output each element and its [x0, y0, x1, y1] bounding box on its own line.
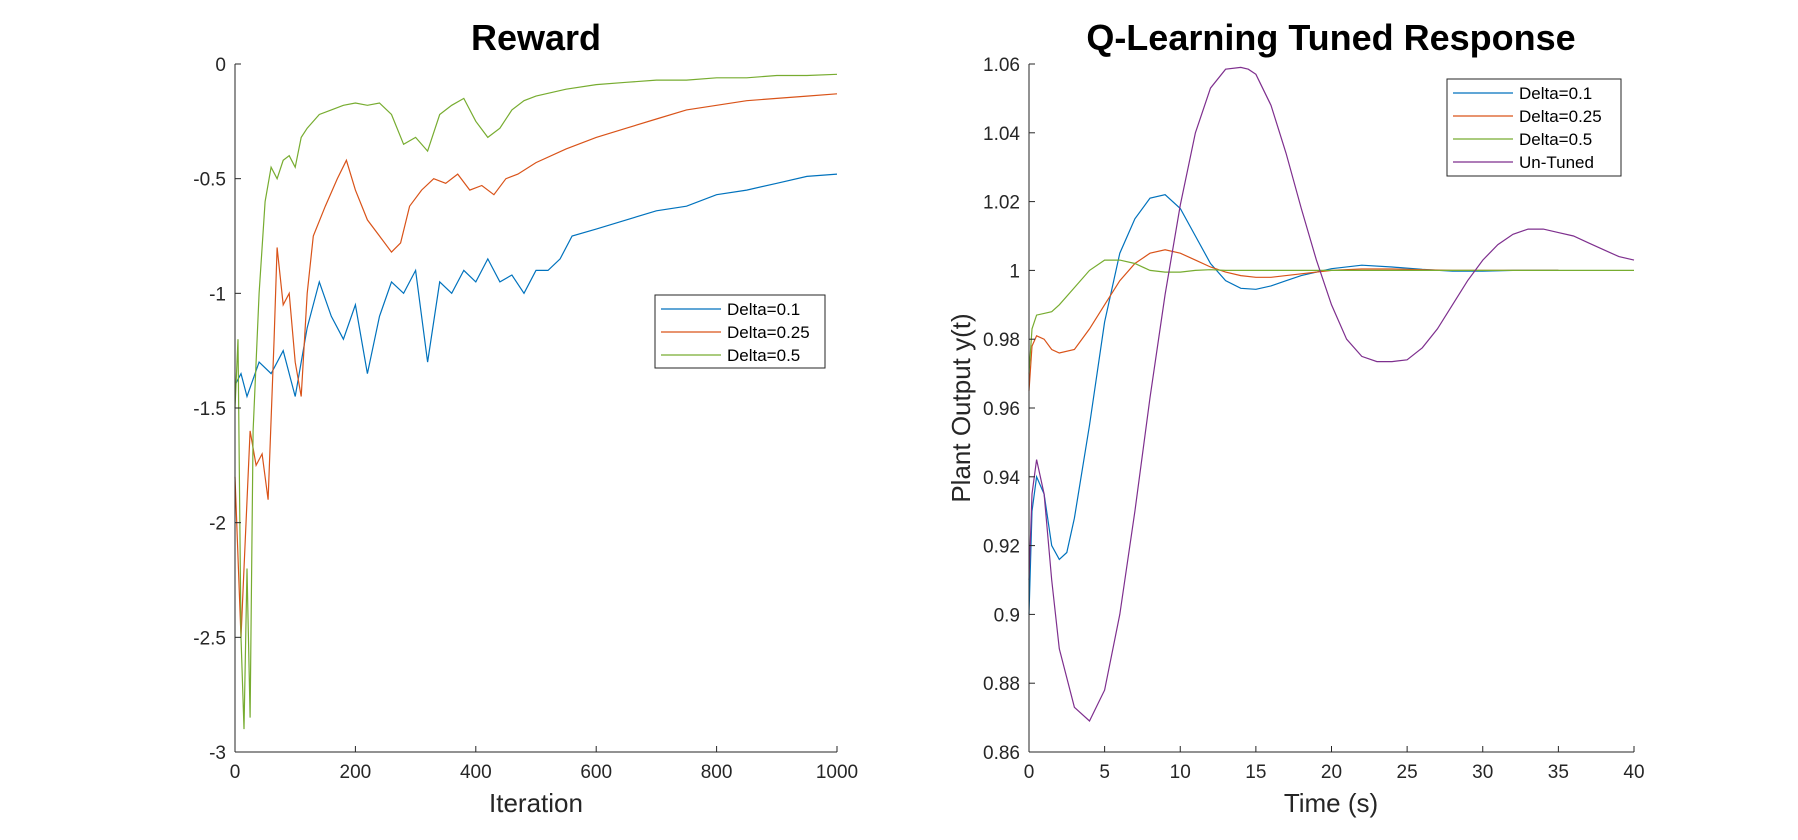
y-tick-label: -3 [209, 743, 226, 764]
series-line-3 [1028, 66, 1635, 722]
plot-area [1028, 66, 1635, 722]
legend-box [1446, 78, 1622, 177]
plot-area [234, 73, 838, 730]
x-tick-label: 40 [1623, 762, 1644, 783]
y-tick-label: 0.92 [983, 537, 1020, 558]
y-tick-label: 0.94 [983, 468, 1020, 489]
legend-label: Delta=0.1 [1519, 84, 1592, 103]
legend-label: Delta=0.5 [1519, 130, 1592, 149]
y-tick-label: 0.96 [983, 399, 1020, 420]
series-line-2 [234, 73, 838, 730]
y-tick-label: -2 [209, 514, 226, 535]
x-tick-label: 35 [1548, 762, 1569, 783]
y-tick-label: 0 [215, 55, 226, 76]
y-tick-label: 1.02 [983, 193, 1020, 214]
x-tick-label: 25 [1397, 762, 1418, 783]
legend-label: Delta=0.25 [1519, 107, 1602, 126]
x-ticks: 0 5 10 15 20 25 30 35 40 [1024, 746, 1645, 783]
x-axis-label: Iteration [489, 788, 583, 818]
legend-label: Delta=0.1 [727, 300, 800, 319]
y-tick-label: 0.98 [983, 330, 1020, 351]
y-axis-label: Plant Output y(t) [946, 313, 976, 502]
x-tick-label: 10 [1170, 762, 1191, 783]
x-tick-label: 0 [230, 762, 241, 783]
series-line-1 [234, 93, 838, 638]
series-line-0 [234, 173, 838, 399]
chart-title: Reward [471, 17, 601, 58]
y-tick-label: 0.86 [983, 743, 1020, 764]
x-tick-label: 5 [1099, 762, 1110, 783]
legend-label: Un-Tuned [1519, 153, 1594, 172]
x-tick-label: 30 [1472, 762, 1493, 783]
x-tick-label: 200 [340, 762, 372, 783]
x-tick-label: 400 [460, 762, 492, 783]
x-tick-label: 800 [701, 762, 733, 783]
x-tick-label: 1000 [816, 762, 858, 783]
y-tick-label: -1 [209, 284, 226, 305]
series-line-2 [1028, 259, 1634, 374]
legend: Delta=0.1 Delta=0.25 Delta=0.5 Un-Tuned [1446, 78, 1622, 177]
chart-title: Q-Learning Tuned Response [1086, 17, 1575, 58]
y-ticks: -3 -2.5 -2 -1.5 -1 -0.5 0 [193, 55, 241, 764]
reward-chart: Reward 0 200 400 600 800 1000 -3-2.5-2-1.5-1-… [193, 17, 858, 818]
q-learning-response-chart: Q-Learning Tuned Response 0 5 10 15 20 25 30 35… [946, 17, 1645, 818]
y-tick-label: 0.88 [983, 674, 1020, 695]
y-tick-label: -2.5 [193, 628, 226, 649]
legend-label: Delta=0.25 [727, 323, 810, 342]
legend-label: Delta=0.5 [727, 346, 800, 365]
x-tick-label: 0 [1024, 762, 1035, 783]
series-line-0 [1028, 194, 1559, 615]
y-ticks: 0.86 0.88 0.9 0.92 0.94 0.96 0.98 1 1.02 1.04 1.06 [983, 55, 1035, 764]
x-ticks: 0 200 400 600 800 1000 [230, 746, 858, 783]
legend: Delta=0.1 Delta=0.25 Delta=0.5 [654, 294, 826, 369]
y-tick-label: 1 [1009, 261, 1020, 282]
x-axis-label: Time (s) [1284, 788, 1378, 818]
x-tick-label: 15 [1245, 762, 1266, 783]
y-tick-label: 0.9 [994, 605, 1020, 626]
y-tick-label: -1.5 [193, 399, 226, 420]
y-tick-label: 1.04 [983, 124, 1020, 145]
y-tick-label: -0.5 [193, 170, 226, 191]
series-line-1 [1028, 249, 1559, 391]
x-tick-label: 600 [580, 762, 612, 783]
y-tick-label: 1.06 [983, 55, 1020, 76]
x-tick-label: 20 [1321, 762, 1342, 783]
